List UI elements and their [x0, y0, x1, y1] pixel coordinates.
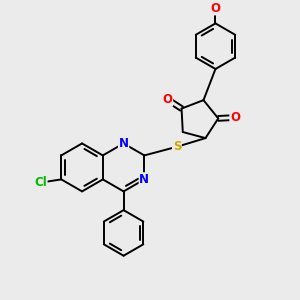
Text: Cl: Cl: [34, 176, 47, 189]
Text: S: S: [173, 140, 181, 153]
Text: O: O: [211, 2, 220, 15]
Text: N: N: [140, 173, 149, 186]
Text: N: N: [118, 137, 129, 150]
Text: O: O: [230, 111, 240, 124]
Text: O: O: [163, 93, 172, 106]
